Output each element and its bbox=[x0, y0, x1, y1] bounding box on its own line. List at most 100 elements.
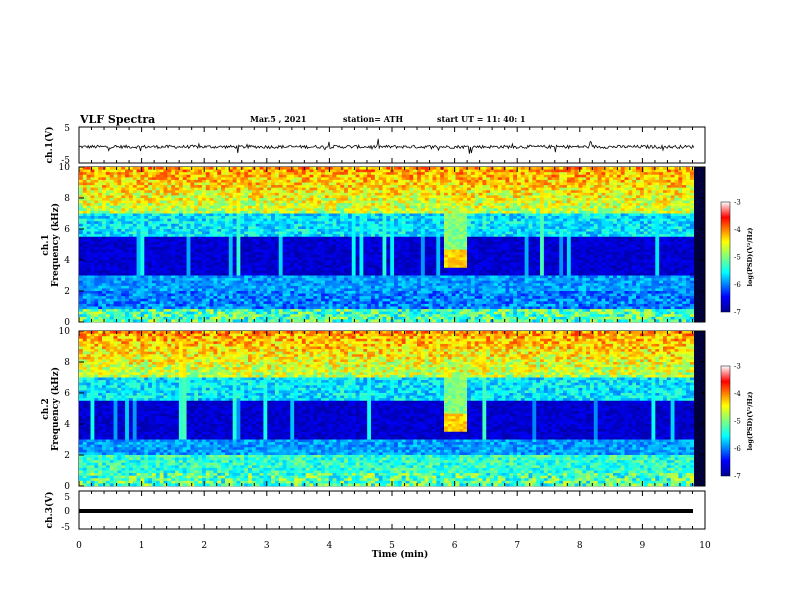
spectrogram-cell bbox=[321, 250, 325, 253]
spectrogram-cell bbox=[252, 260, 256, 263]
spectrogram-cell bbox=[125, 247, 129, 250]
spectrogram-cell bbox=[371, 268, 375, 271]
spectrogram-cell bbox=[94, 239, 98, 242]
spectrogram-cell bbox=[152, 234, 156, 237]
spectrogram-cell bbox=[286, 226, 290, 229]
spectrogram-cell bbox=[206, 201, 210, 204]
spectrogram-cell bbox=[106, 278, 110, 281]
spectrogram-cell bbox=[336, 247, 340, 250]
spectrogram-cell bbox=[333, 304, 337, 307]
spectrogram-cell bbox=[229, 219, 233, 222]
spectrogram-cell bbox=[363, 177, 367, 180]
spectrogram-cell bbox=[213, 180, 217, 183]
spectrogram-cell bbox=[225, 265, 229, 268]
spectrogram-cell bbox=[164, 214, 168, 217]
spectrogram-cell bbox=[98, 208, 102, 211]
spectrogram-cell bbox=[325, 214, 329, 217]
spectrogram-cell bbox=[140, 203, 144, 206]
spectrogram-cell bbox=[356, 219, 360, 222]
spectrogram-cell bbox=[237, 270, 241, 273]
spectrogram-cell bbox=[202, 245, 206, 248]
spectrogram-cell bbox=[198, 291, 202, 294]
spectrogram-cell bbox=[121, 180, 125, 183]
spectrogram-cell bbox=[102, 172, 106, 175]
spectrogram-cell bbox=[206, 309, 210, 312]
spectrogram-cell bbox=[148, 314, 152, 317]
spectrogram-cell bbox=[294, 177, 298, 180]
spectrogram-cell bbox=[263, 226, 267, 229]
spectrogram-cell bbox=[386, 319, 390, 322]
spectrogram-cell bbox=[156, 268, 160, 271]
spectrogram-cell bbox=[167, 286, 171, 289]
spectrogram-cell bbox=[125, 281, 129, 284]
spectrogram-cell bbox=[383, 193, 387, 196]
spectrogram-cell bbox=[371, 317, 375, 320]
spectrogram-cell bbox=[114, 224, 118, 227]
spectrogram-cell bbox=[221, 260, 225, 263]
spectrogram-cell bbox=[87, 286, 91, 289]
spectrogram-cell bbox=[367, 183, 371, 186]
spectrogram-cell bbox=[302, 172, 306, 175]
spectrogram-cell bbox=[267, 250, 271, 253]
spectrogram-cell bbox=[263, 299, 267, 302]
spectrogram-cell bbox=[260, 206, 264, 209]
spectrogram-cell bbox=[286, 224, 290, 227]
spectrogram-cell bbox=[156, 237, 160, 240]
spectrogram-cell bbox=[114, 180, 118, 183]
spectrogram-cell bbox=[225, 188, 229, 191]
spectrogram-cell bbox=[325, 260, 329, 263]
spectrogram-cell bbox=[333, 208, 337, 211]
spectrogram-cell bbox=[133, 286, 137, 289]
spectrogram-cell bbox=[344, 307, 348, 310]
spectrogram-cell bbox=[210, 198, 214, 201]
spectrogram-cell bbox=[313, 214, 317, 217]
spectrogram-cell bbox=[344, 260, 348, 263]
spectrogram-cell bbox=[286, 242, 290, 245]
spectrogram-cell bbox=[87, 206, 91, 209]
spectrogram-cell bbox=[213, 263, 217, 266]
spectrogram-cell bbox=[290, 257, 294, 260]
spectrogram-cell bbox=[290, 286, 294, 289]
spectrogram-cell bbox=[248, 317, 252, 320]
spectrogram-cell bbox=[144, 195, 148, 198]
spectrogram-cell bbox=[98, 250, 102, 253]
spectrogram-cell bbox=[164, 185, 168, 188]
spectrogram-cell bbox=[167, 201, 171, 204]
spectrogram-cell bbox=[313, 270, 317, 273]
spectrogram-cell bbox=[371, 252, 375, 255]
spectrogram-cell bbox=[233, 278, 237, 281]
spectrogram-cell bbox=[94, 188, 98, 191]
spectrogram-cell bbox=[233, 304, 237, 307]
spectrogram-cell bbox=[91, 314, 95, 317]
spectrogram-cell bbox=[110, 193, 114, 196]
spectrogram-cell bbox=[206, 314, 210, 317]
spectrogram-cell bbox=[217, 273, 221, 276]
spectrogram-cell bbox=[198, 170, 202, 173]
spectrogram-cell bbox=[91, 245, 95, 248]
spectrogram-cell bbox=[375, 234, 379, 237]
spectrogram-cell bbox=[152, 294, 156, 297]
spectrogram-cell bbox=[202, 252, 206, 255]
spectrogram-cell bbox=[79, 190, 83, 193]
spectrogram-cell bbox=[144, 239, 148, 242]
spectrogram-cell bbox=[302, 278, 306, 281]
spectrogram-cell bbox=[140, 185, 144, 188]
spectrogram-cell bbox=[125, 273, 129, 276]
spectrogram-cell bbox=[125, 206, 129, 209]
spectrogram-cell bbox=[187, 195, 191, 198]
spectrogram-cell bbox=[121, 255, 125, 258]
spectrogram-cell bbox=[336, 268, 340, 271]
spectrogram-cell bbox=[102, 219, 106, 222]
spectrogram-cell bbox=[290, 185, 294, 188]
spectrogram-cell bbox=[313, 208, 317, 211]
spectrogram-cell bbox=[79, 252, 83, 255]
spectrogram-cell bbox=[379, 286, 383, 289]
spectrogram-cell bbox=[260, 299, 264, 302]
spectrogram-cell bbox=[240, 180, 244, 183]
spectrogram-cell bbox=[217, 247, 221, 250]
spectrogram-cell bbox=[194, 301, 198, 304]
spectrogram-cell bbox=[240, 286, 244, 289]
spectrogram-cell bbox=[267, 172, 271, 175]
spectrogram-cell bbox=[294, 206, 298, 209]
spectrogram-cell bbox=[340, 237, 344, 240]
